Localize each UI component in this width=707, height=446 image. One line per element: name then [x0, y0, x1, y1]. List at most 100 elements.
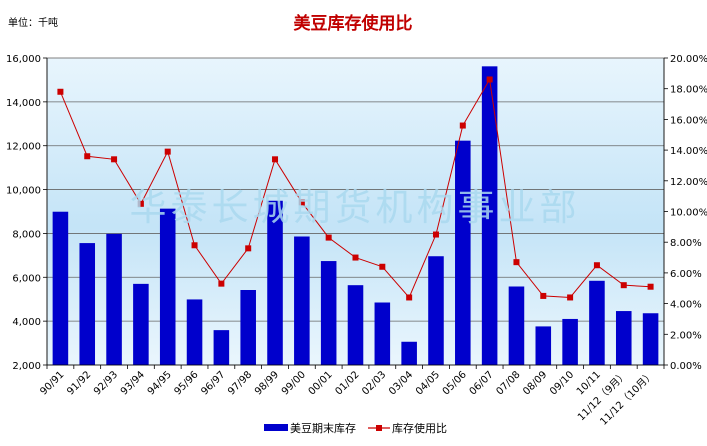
line-point: [84, 153, 91, 160]
chart-title: 美豆库存使用比: [294, 13, 413, 34]
x-tick-label: 96/97: [199, 369, 227, 397]
bar: [213, 330, 230, 365]
line-point: [620, 282, 627, 289]
line-point: [593, 262, 600, 269]
y-right-tick-label: 16.00%: [670, 115, 707, 126]
bar: [106, 233, 122, 365]
bar: [428, 256, 444, 365]
x-tick-label: 09/10: [548, 369, 576, 397]
line-point: [272, 156, 279, 163]
x-axis: 90/9191/9292/9393/9494/9595/9696/9797/98…: [38, 364, 665, 428]
y-left-tick-label: 8,000: [12, 229, 41, 240]
line-point: [111, 156, 118, 163]
line-point: [137, 200, 144, 207]
y-right-tick-label: 0.00%: [670, 361, 702, 372]
x-tick-label: 93/94: [119, 369, 147, 397]
unit-label: 单位：千吨: [8, 16, 58, 29]
line-point: [298, 199, 305, 206]
legend-line-label: 库存使用比: [392, 421, 447, 435]
y-right-tick-label: 18.00%: [670, 85, 707, 96]
y-left-tick-label: 12,000: [6, 142, 41, 153]
line-point: [459, 122, 466, 129]
bar: [294, 236, 310, 365]
bar: [508, 286, 525, 365]
y-left-tick-label: 2,000: [12, 361, 41, 372]
x-tick-label: 01/02: [333, 369, 361, 397]
legend-bar-label: 美豆期末库存: [290, 421, 356, 435]
line-point: [567, 294, 574, 301]
bar: [401, 341, 417, 365]
x-tick-label: 04/05: [414, 369, 442, 397]
line-point: [432, 231, 439, 238]
line-point: [191, 242, 198, 249]
line-point: [325, 234, 332, 241]
bar: [52, 211, 69, 365]
watermark: 华泰长城期货机构事业部: [130, 186, 581, 229]
legend-bar-swatch: [264, 424, 288, 431]
x-tick-label: 02/03: [360, 369, 388, 397]
gridlines: [47, 101, 664, 322]
x-tick-label: 98/99: [253, 369, 281, 397]
line-point: [57, 88, 64, 95]
line-point: [513, 259, 520, 266]
line-point: [352, 254, 359, 261]
x-tick-label: 90/91: [38, 369, 66, 397]
bar: [562, 318, 578, 365]
y-axis-left: 2,000 4,000 6,000 8,000 10,000 12,000 14,000 16…: [6, 54, 48, 372]
y-right-tick-label: 8.00%: [670, 238, 702, 249]
line-point: [379, 263, 386, 270]
bar: [615, 311, 632, 365]
line-point: [218, 280, 225, 287]
x-tick-label: 91/92: [65, 369, 93, 397]
line-point: [647, 283, 654, 290]
y-left-tick-label: 6,000: [12, 273, 41, 284]
x-tick-label: 06/07: [468, 369, 496, 397]
y-left-tick-label: 4,000: [12, 317, 41, 328]
line-point: [406, 294, 413, 301]
x-tick-label: 03/04: [387, 369, 415, 397]
x-tick-label: 08/09: [521, 369, 549, 397]
bar: [455, 140, 471, 365]
bar: [133, 283, 149, 365]
bar: [267, 200, 283, 365]
bar: [320, 261, 337, 365]
y-left-tick-label: 16,000: [6, 54, 41, 65]
y-right-tick-label: 20.00%: [670, 54, 707, 65]
y-right-tick-label: 4.00%: [670, 300, 702, 311]
legend: 美豆期末库存 库存使用比: [264, 421, 447, 435]
line-series: [57, 76, 654, 301]
line-point: [245, 245, 252, 252]
legend-line-marker: [376, 425, 382, 431]
y-right-tick-label: 6.00%: [670, 269, 702, 280]
bar: [186, 299, 203, 365]
bar: [642, 313, 659, 365]
bar: [79, 243, 96, 365]
y-right-tick-label: 12.00%: [670, 177, 707, 188]
line-point: [486, 76, 493, 83]
bar: [374, 302, 391, 365]
y-right-tick-label: 2.00%: [670, 330, 702, 341]
bar: [589, 280, 605, 365]
x-tick-label: 94/95: [146, 369, 174, 397]
x-tick-label: 05/06: [441, 369, 469, 397]
x-tick-label: 99/00: [280, 369, 308, 397]
bar: [535, 326, 552, 365]
bar-series: [52, 66, 659, 365]
y-left-tick-label: 14,000: [6, 98, 41, 109]
x-tick-label: 97/98: [226, 369, 254, 397]
y-right-tick-label: 10.00%: [670, 208, 707, 219]
x-tick-label: 07/08: [494, 369, 522, 397]
bar: [159, 208, 176, 365]
line-point: [540, 292, 547, 299]
x-tick-label: 95/96: [173, 369, 201, 397]
x-tick-label: 00/01: [307, 369, 335, 397]
line-point: [164, 148, 171, 155]
y-right-tick-label: 14.00%: [670, 146, 707, 157]
x-tick-label: 92/93: [92, 369, 120, 397]
bar: [481, 66, 498, 365]
y-left-tick-label: 10,000: [6, 186, 41, 197]
bar: [347, 285, 364, 365]
bar: [240, 290, 256, 365]
